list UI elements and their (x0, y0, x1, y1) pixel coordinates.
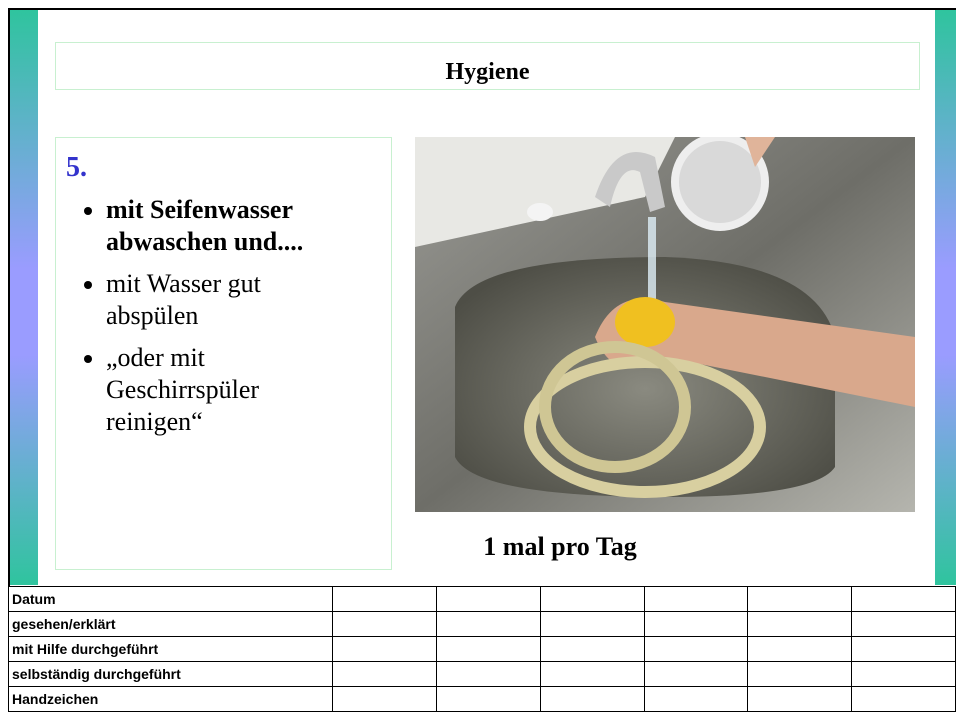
row-label: mit Hilfe durchgeführt (9, 637, 333, 662)
empty-cell (748, 612, 852, 637)
page: Hygiene 5. mit Seifenwasser abwaschen un… (0, 0, 956, 722)
empty-cell (748, 637, 852, 662)
empty-cell (644, 687, 748, 712)
bullet-list: mit Seifenwasser abwaschen und.... mit W… (66, 194, 391, 438)
empty-cell (644, 662, 748, 687)
empty-cell (852, 662, 956, 687)
empty-cell (540, 687, 644, 712)
empty-cell (333, 637, 437, 662)
table-row: mit Hilfe durchgeführt (9, 637, 956, 662)
right-strip (935, 10, 956, 585)
empty-cell (540, 612, 644, 637)
top-border (8, 8, 956, 10)
empty-cell (852, 612, 956, 637)
empty-cell (437, 662, 541, 687)
photo (415, 137, 915, 512)
empty-cell (852, 687, 956, 712)
empty-cell (540, 587, 644, 612)
empty-cell (748, 662, 852, 687)
caption: 1 mal pro Tag (415, 532, 705, 562)
row-label: Handzeichen (9, 687, 333, 712)
empty-cell (748, 687, 852, 712)
left-border (8, 8, 10, 586)
empty-cell (437, 687, 541, 712)
empty-cell (333, 587, 437, 612)
bullet: „oder mit Geschirrspüler reinigen“ (106, 342, 356, 438)
table-row: Datum (9, 587, 956, 612)
row-label: Datum (9, 587, 333, 612)
empty-cell (748, 587, 852, 612)
empty-cell (852, 587, 956, 612)
title: Hygiene (55, 42, 920, 90)
row-label: selbständig durchgeführt (9, 662, 333, 687)
left-strip (10, 10, 38, 585)
empty-cell (437, 612, 541, 637)
bullet: mit Wasser gut abspülen (106, 268, 356, 332)
text-box: 5. mit Seifenwasser abwaschen und.... mi… (55, 137, 392, 570)
empty-cell (540, 662, 644, 687)
row-label: gesehen/erklärt (9, 612, 333, 637)
empty-cell (333, 687, 437, 712)
empty-cell (437, 587, 541, 612)
empty-cell (437, 637, 541, 662)
step-number: 5. (66, 152, 391, 184)
empty-cell (333, 662, 437, 687)
empty-cell (540, 637, 644, 662)
empty-cell (644, 637, 748, 662)
table-row: Handzeichen (9, 687, 956, 712)
table-row: selbständig durchgeführt (9, 662, 956, 687)
empty-cell (644, 612, 748, 637)
empty-cell (333, 612, 437, 637)
table-row: gesehen/erklärt (9, 612, 956, 637)
empty-cell (852, 637, 956, 662)
empty-cell (644, 587, 748, 612)
bullet: mit Seifenwasser abwaschen und.... (106, 194, 356, 258)
